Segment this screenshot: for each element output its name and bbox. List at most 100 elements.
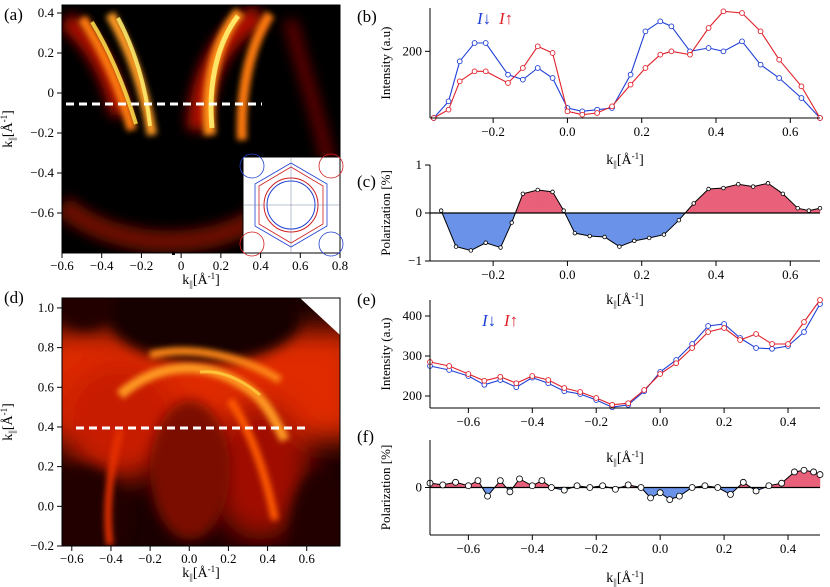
polarization-point	[800, 466, 808, 474]
series-point	[785, 341, 791, 347]
polarization-point	[464, 482, 472, 490]
series-point	[465, 371, 472, 377]
panel-e: −0.6 −0.4 −0.2 0.0 0.2 0.4 200 300 400 k||[Å-1] In…	[378, 297, 823, 467]
x-tick-label: −0.4	[90, 258, 114, 273]
series-point	[657, 18, 664, 25]
positive-area	[738, 183, 754, 214]
series-point	[446, 363, 453, 369]
polarization-point	[675, 492, 683, 500]
series-point	[593, 395, 600, 401]
polarization-point	[739, 478, 747, 486]
x-tick-label: 0.8	[332, 258, 348, 273]
negative-area	[589, 212, 605, 238]
polarization-point	[599, 482, 607, 490]
panel-label-e: (e)	[357, 290, 376, 309]
polarization-point	[506, 488, 514, 496]
y-tick-label: 200	[403, 388, 423, 403]
x-tick-label: 0.4	[780, 414, 797, 429]
series-point	[456, 58, 463, 65]
polarization-point	[498, 245, 503, 250]
series-point	[561, 385, 568, 391]
x-tick-label: −0.6	[60, 551, 84, 566]
y-tick-label: −0.4	[30, 165, 54, 180]
x-tick-label: −0.2	[584, 414, 608, 429]
series-point	[668, 23, 675, 30]
x-tick-label: −0.6	[457, 541, 481, 556]
axes-a: −0.6 −0.4 −0.2 0 0.2 0.4 0.6 0.8 −0.6 −0.4 −0.2 0 0.…	[0, 5, 348, 289]
x-tick-label: 0.2	[634, 267, 650, 282]
polarization-point	[496, 477, 504, 484]
series-point	[737, 337, 743, 343]
polarization-point	[528, 482, 536, 490]
series-point	[817, 297, 823, 303]
series-point	[520, 65, 526, 71]
series-point	[673, 360, 679, 367]
series-point	[642, 65, 649, 71]
x-tick-label: −0.2	[130, 258, 154, 273]
series-point	[529, 373, 536, 379]
series-point	[456, 78, 463, 85]
series-point	[505, 80, 511, 86]
y-tick-label: 0.4	[38, 419, 55, 434]
positive-area	[752, 182, 769, 214]
polarization-point	[795, 205, 800, 211]
series-point	[445, 106, 452, 113]
axes-d: −0.6 −0.4 −0.2 0.0 0.2 0.4 0.6 −0.2 0.0 0.2 0.4 0.6…	[0, 300, 315, 582]
y-tick-label: 0.6	[38, 379, 55, 394]
x-tick-label: −0.2	[481, 267, 505, 282]
series-point	[689, 345, 695, 351]
y-tick-label: 0.8	[38, 340, 54, 355]
series-point	[482, 40, 489, 46]
x-tick-label: −0.2	[481, 124, 505, 139]
y-axis-label: Polarization [%]	[378, 445, 393, 531]
series-point	[545, 377, 552, 383]
series-point	[687, 51, 693, 58]
series-point	[720, 8, 727, 15]
x-tick-label: 0.2	[220, 551, 236, 566]
legend-entry: I↓	[481, 311, 496, 330]
series-line	[433, 20, 821, 119]
series-point	[549, 50, 556, 56]
polarization-point	[791, 468, 798, 476]
series-point	[739, 38, 745, 45]
series-point	[721, 325, 727, 331]
polarization-point	[637, 484, 645, 491]
negative-area	[470, 212, 486, 251]
series-point	[705, 25, 712, 31]
polarization-point	[561, 208, 566, 213]
panel-c: −0.2 0.0 0.2 0.4 0.6 −1 0 1 k||[Å-1] Polarization…	[378, 157, 823, 309]
polarization-point	[778, 479, 786, 487]
panel-b: −0.2 0.0 0.2 0.4 0.6 200 k||[Å-1] Intensity (a.…	[378, 8, 823, 169]
x-tick-label: −0.2	[584, 541, 608, 556]
positive-area	[708, 187, 724, 214]
x-tick-label: −0.6	[457, 414, 481, 429]
series-point	[505, 71, 511, 78]
series-point	[609, 401, 616, 408]
panel-label-f: (f)	[357, 427, 374, 446]
polarization-point	[586, 484, 594, 491]
series-point	[534, 43, 541, 50]
series-point	[471, 68, 478, 75]
series-point	[776, 75, 782, 81]
y-tick-label: 0.0	[38, 498, 54, 513]
polarization-point	[509, 220, 514, 225]
x-axis-label: k||[Å-1]	[606, 291, 644, 309]
series-point	[594, 110, 600, 116]
polarization-point	[646, 235, 652, 241]
series-point	[657, 371, 664, 377]
y-tick-label: 0.2	[38, 45, 54, 60]
heatmap-d-intensity	[62, 298, 340, 546]
polarization-point	[560, 486, 568, 494]
panel-f: −0.6 −0.4 −0.2 0.0 0.2 0.4 0 k||[Å-1] Polarizati…	[378, 440, 824, 587]
y-axis-label: Intensity (a.u)	[378, 318, 393, 391]
polarization-point	[550, 189, 555, 195]
polarization-point	[780, 191, 786, 196]
series-point	[534, 65, 541, 71]
positive-area	[782, 193, 798, 214]
series-point	[705, 323, 711, 329]
series-point	[798, 95, 805, 101]
x-tick-label: 0.0	[652, 541, 668, 556]
polarization-point	[572, 230, 578, 236]
polarization-point	[714, 484, 722, 491]
negative-area	[648, 212, 665, 239]
